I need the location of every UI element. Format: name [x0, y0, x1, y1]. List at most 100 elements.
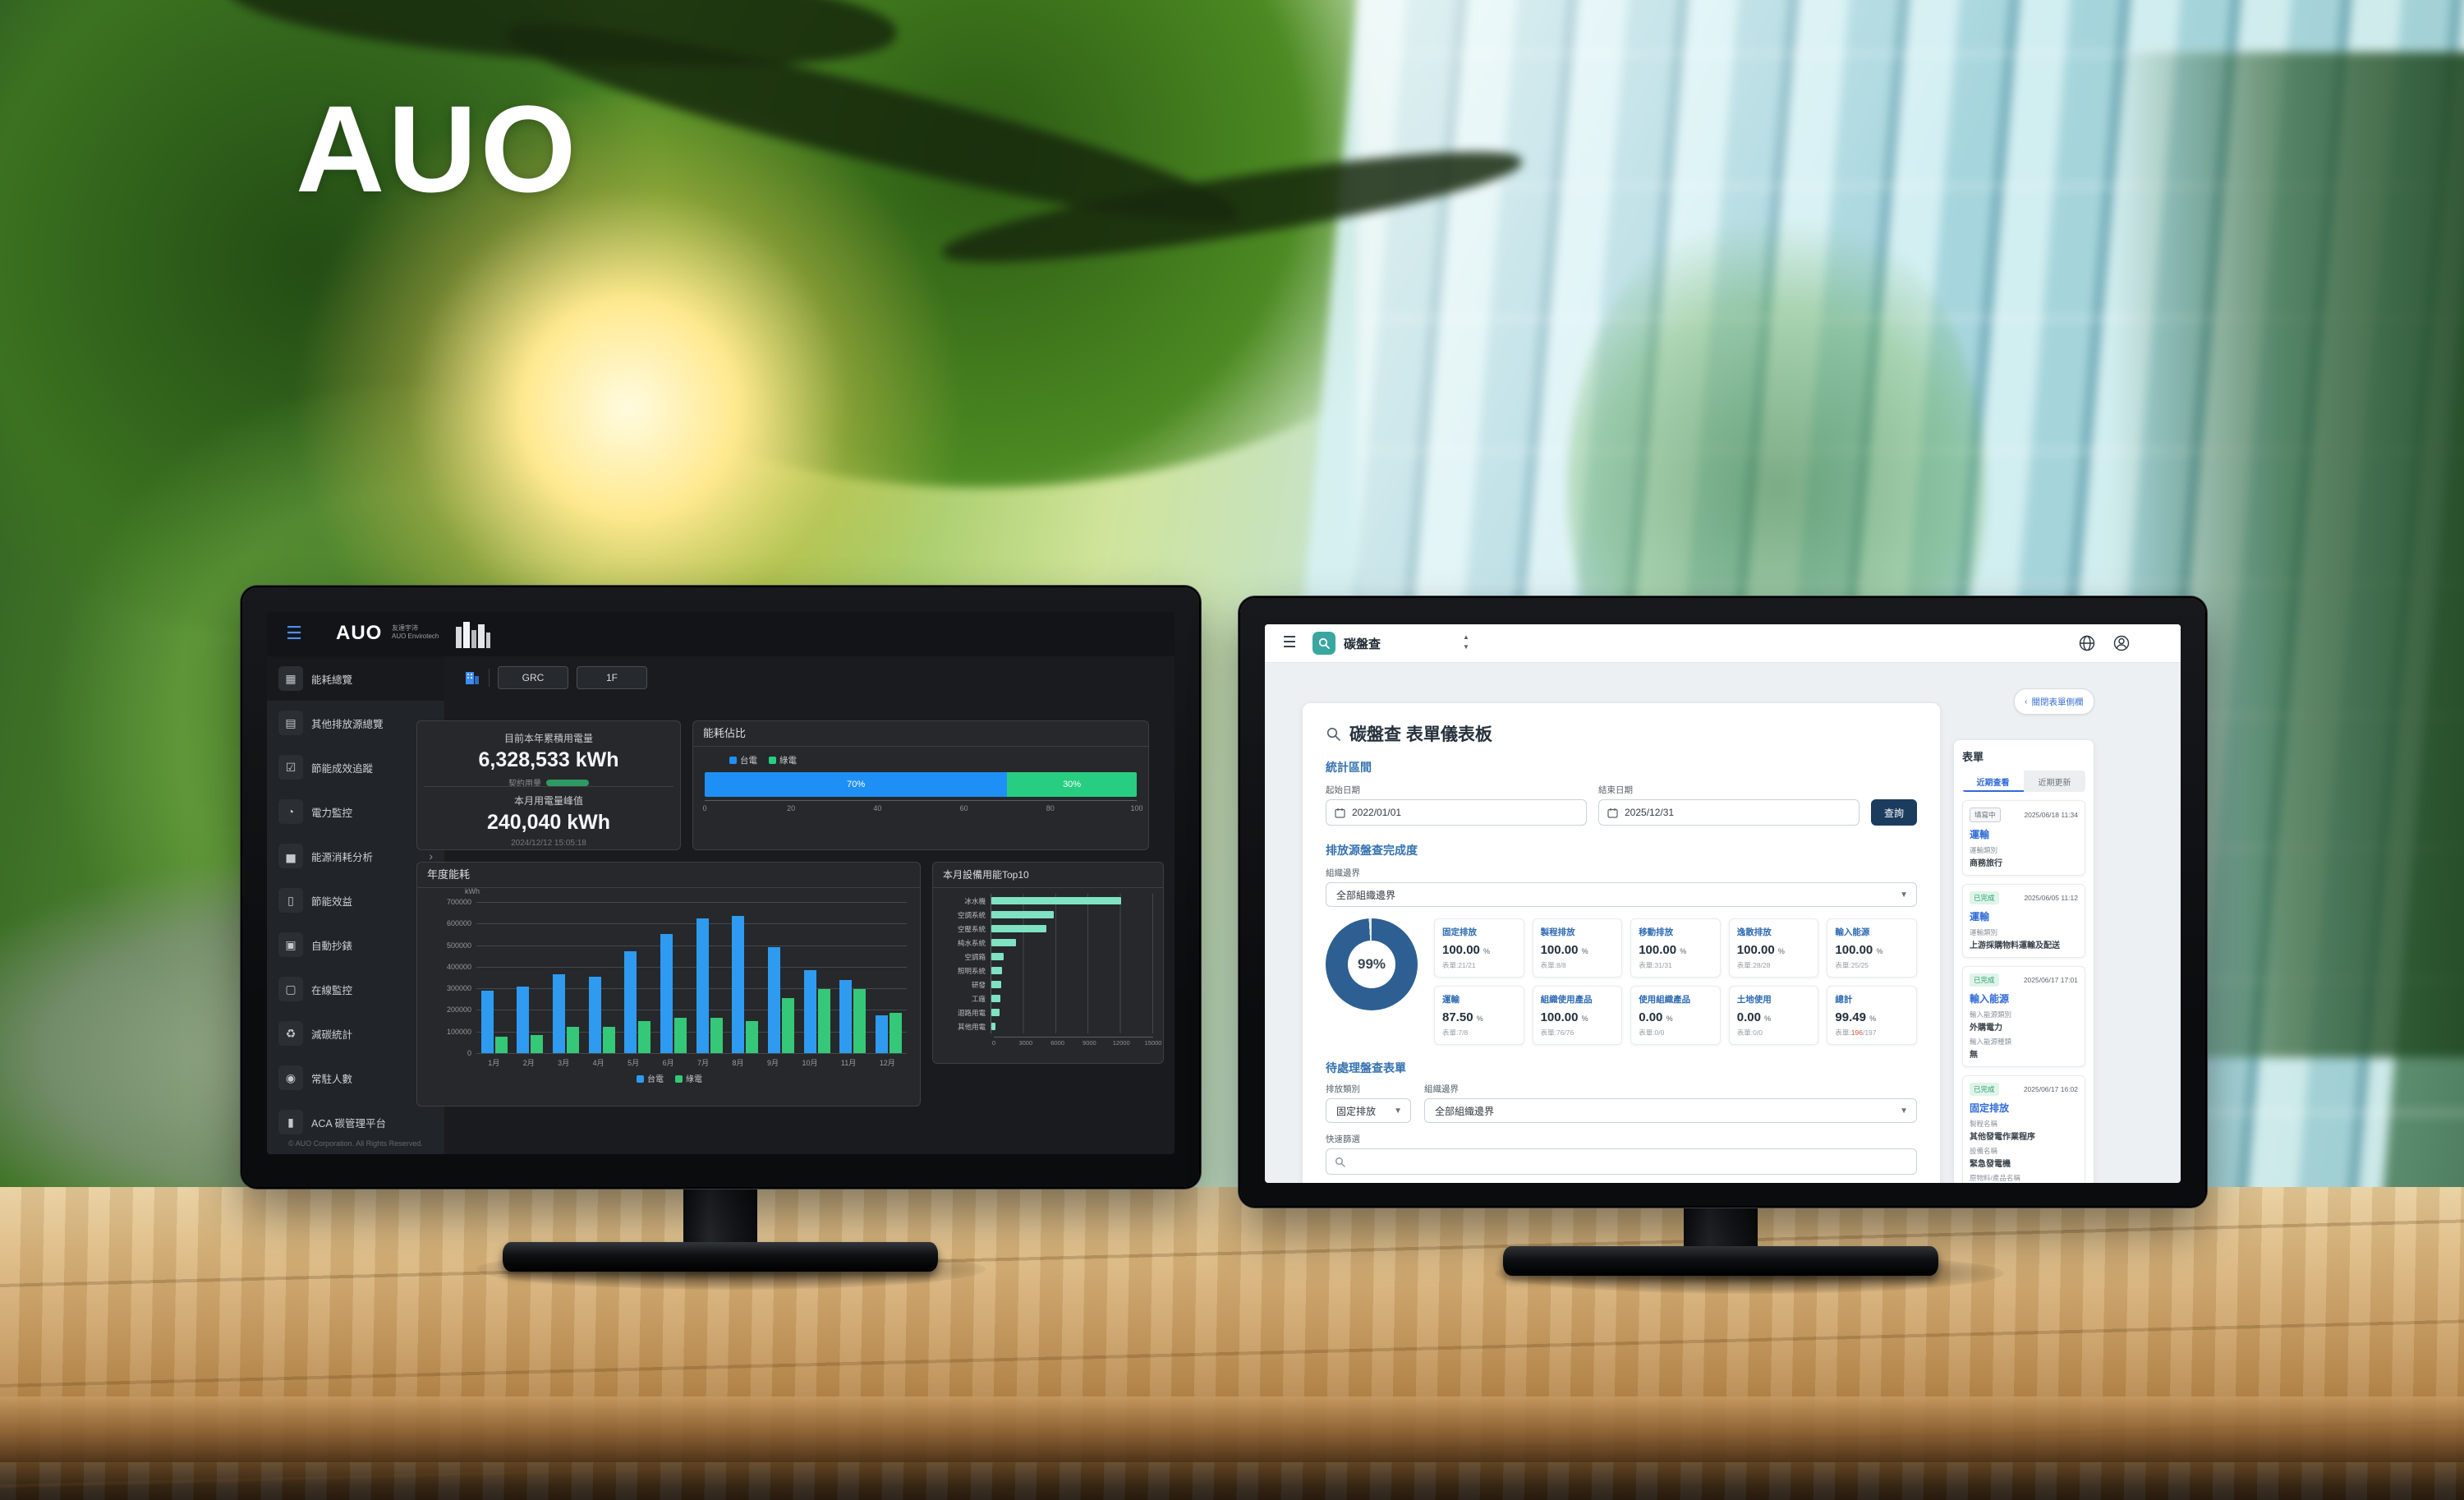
globe-icon[interactable] — [2078, 634, 2096, 652]
top10-row: 純水系統 — [941, 936, 1153, 950]
brand-logo: AUO — [336, 622, 383, 644]
left-app-topbar: ☰ AUO 友達宇沛 AUO Envirotech — [267, 612, 1175, 657]
completion-card-1: 製程排放 100.00 % 表單:8/8 — [1532, 918, 1623, 978]
form-card-3[interactable]: 已完成 2025/06/17 16:02 固定排放 製程名稱 其他發電作業程序 設備… — [1962, 1075, 2085, 1183]
top10-panel: 本月設備用能Top10 冰水機 空調系統 空壓系統 純水系統 空調箱 照明系統 … — [932, 862, 1164, 1064]
quick-filter-input[interactable] — [1326, 1148, 1917, 1175]
bar-台電 — [732, 916, 745, 1053]
form-title-link[interactable]: 運輸 — [1970, 911, 1990, 923]
chevron-down-icon: ▼ — [1394, 1106, 1402, 1116]
form-card-1[interactable]: 已完成 2025/06/05 11:12 運輸 運輸類別 上游採購物料運輸及配送 — [1962, 884, 2085, 958]
end-date-input[interactable]: 2025/12/31 — [1598, 799, 1859, 826]
table-icon: ▤ — [278, 711, 303, 735]
building-art — [454, 620, 492, 648]
right-app-topbar: ☰ 碳盤查 ▲ ▼ — [1265, 624, 2181, 663]
breadcrumb: GRC 1F — [464, 666, 647, 689]
breadcrumb-chip-0[interactable]: GRC — [498, 666, 568, 689]
chevron-right-icon: › — [429, 849, 433, 863]
forms-tab-0[interactable]: 近期查看 — [1962, 771, 2024, 792]
bar-綠電 — [782, 998, 795, 1053]
form-title-link[interactable]: 輸入能源 — [1970, 993, 2010, 1005]
breadcrumb-chip-1[interactable]: 1F — [577, 666, 647, 689]
boundary-select[interactable]: 全部組織邊界 ▼ — [1326, 882, 1917, 907]
carbon-app-icon[interactable] — [1312, 632, 1335, 655]
quick-filter-label: 快速篩選 — [1326, 1134, 1360, 1144]
bar-台電 — [480, 991, 494, 1053]
start-date-label: 起始日期 — [1326, 785, 1360, 795]
bar-綠電 — [710, 1018, 723, 1053]
building-icon — [464, 669, 480, 686]
bar-group — [696, 918, 723, 1053]
completion-cards: 固定排放 100.00 % 表單:21/21 製程排放 100.00 % 表單:… — [1434, 918, 1917, 1045]
completion-heading: 排放源盤查完成度 — [1326, 844, 1418, 857]
close-form-panel-button[interactable]: ‹ 關閉表單側欄 — [2014, 688, 2094, 715]
sidebar-item-3[interactable]: ◔ 電力監控 — [267, 789, 444, 834]
search-icon — [1335, 1157, 1345, 1167]
bar-group — [553, 974, 580, 1053]
form-title-link[interactable]: 固定排放 — [1970, 1102, 2010, 1114]
search-button[interactable]: 查詢 — [1871, 799, 1918, 826]
emission-category-select[interactable]: 固定排放 ▼ — [1326, 1098, 1411, 1123]
hamburger-menu-icon[interactable]: ☰ — [286, 623, 302, 643]
hamburger-menu-icon[interactable]: ☰ — [1282, 634, 1297, 651]
bar-group — [839, 980, 867, 1053]
monitor-icon: ▢ — [278, 977, 303, 1001]
person-icon: ◉ — [278, 1065, 303, 1090]
sidebar-item-8[interactable]: ♻ 減碳統計 — [267, 1011, 444, 1056]
bar-group — [876, 1013, 903, 1053]
sidebar-item-2[interactable]: ☑ 節能成效追蹤 — [267, 745, 444, 789]
completion-card-4: 輸入能源 100.00 % 表單:25/25 — [1827, 918, 1917, 978]
form-card-2[interactable]: 已完成 2025/06/17 17:01 輸入能源 輸入能源類別 外購電力 輸入能源… — [1962, 966, 2085, 1067]
left-sidebar: ▦ 能耗總覽 ▤ 其他排放源總覽 ☑ 節能成效追蹤 ◔ 電力監控 ▅ 能源消耗分… — [267, 656, 445, 1154]
annual-energy-title: 年度能耗 — [417, 863, 920, 888]
forms-tab-1[interactable]: 近期更新 — [2038, 778, 2071, 788]
right-screen: ☰ 碳盤查 ▲ ▼ ‹ 關閉表單側欄 — [1265, 624, 2181, 1183]
bar-台電 — [839, 980, 853, 1053]
left-monitor-stand — [683, 1183, 757, 1253]
user-account-icon[interactable] — [2112, 634, 2131, 652]
annual-energy-panel: 年度能耗 kWh 700000 600000 500000 400000 300000 2… — [416, 862, 921, 1107]
bar-綠電 — [674, 1018, 687, 1053]
status-badge: 填寫中 — [1970, 808, 2001, 822]
stat-month-value: 240,040 kWh — [486, 811, 611, 834]
sidebar-item-6[interactable]: ▣ 自動抄錶 › — [267, 923, 444, 967]
completion-card-2: 移動排放 100.00 % 表單:31/31 — [1630, 918, 1721, 978]
sidebar-item-4[interactable]: ▅ 能源消耗分析 › — [267, 834, 444, 878]
collapse-toggle-icon[interactable]: ▲ ▼ — [1463, 633, 1469, 651]
pending-heading: 待處理盤查表單 — [1326, 1061, 1406, 1074]
boundary-label: 組織邊界 — [1326, 868, 1360, 878]
completion-card-0: 固定排放 100.00 % 表單:21/21 — [1434, 918, 1524, 978]
sidebar-item-9[interactable]: ◉ 常駐人數 — [267, 1056, 444, 1100]
sidebar-item-10[interactable]: ▮ ACA 碳管理平台 — [267, 1100, 444, 1144]
stat-month-timestamp: 2024/12/12 15:05:18 — [511, 839, 586, 848]
form-title-link[interactable]: 運輸 — [1970, 829, 1990, 840]
completion-card-6: 組織使用產品 100.00 % 表單:76/76 — [1532, 986, 1623, 1045]
bar-台電 — [876, 1015, 889, 1053]
bar-group — [768, 947, 795, 1053]
sidebar-item-1[interactable]: ▤ 其他排放源總覽 — [267, 701, 444, 745]
sidebar-item-5[interactable]: ▯ 節能效益 › — [267, 878, 444, 923]
energy-ratio-panel: 能耗佔比 台電 綠電 70% 30% 0 20 40 60 80 100 — [692, 720, 1149, 850]
sidebar-item-0[interactable]: ▦ 能耗總覽 — [267, 656, 444, 701]
ratio-legend: 台電 綠電 — [729, 754, 797, 766]
stat-year-label: 目前本年累積用電量 — [503, 733, 593, 744]
start-date-input[interactable]: 2022/01/01 — [1326, 799, 1587, 826]
annual-energy-chart: kWh 700000 600000 500000 400000 300000 200000… — [429, 887, 910, 1084]
form-card-0[interactable]: 填寫中 2025/06/18 11:34 運輸 運輸類別 商務旅行 — [1962, 800, 2085, 876]
stat-card: 目前本年累積用電量 6,328,533 kWh 契約用量 本月用電量峰值 240… — [416, 720, 681, 850]
pending-boundary-label: 組織邊界 — [1424, 1084, 1459, 1094]
end-date-label: 結束日期 — [1598, 785, 1633, 795]
bookmark-icon: ▮ — [278, 1110, 303, 1134]
device-icon: ▯ — [278, 888, 303, 913]
bar-綠電 — [853, 989, 867, 1053]
top10-axis: 0 3000 6000 9000 12000 15000 — [992, 1037, 1161, 1047]
top10-row: 研發 — [941, 978, 1153, 992]
pending-boundary-select[interactable]: 全部組織邊界 ▼ — [1424, 1098, 1917, 1123]
bar-台電 — [588, 977, 601, 1053]
chevron-down-icon: ▼ — [1900, 890, 1908, 900]
brand-subtext: 友達宇沛 AUO Envirotech — [392, 624, 439, 640]
bar-group — [480, 991, 508, 1053]
completion-card-9: 總計 99.49 % 表單:196/197 — [1827, 986, 1917, 1045]
form-date: 2025/06/17 16:02 — [2023, 1085, 2078, 1093]
